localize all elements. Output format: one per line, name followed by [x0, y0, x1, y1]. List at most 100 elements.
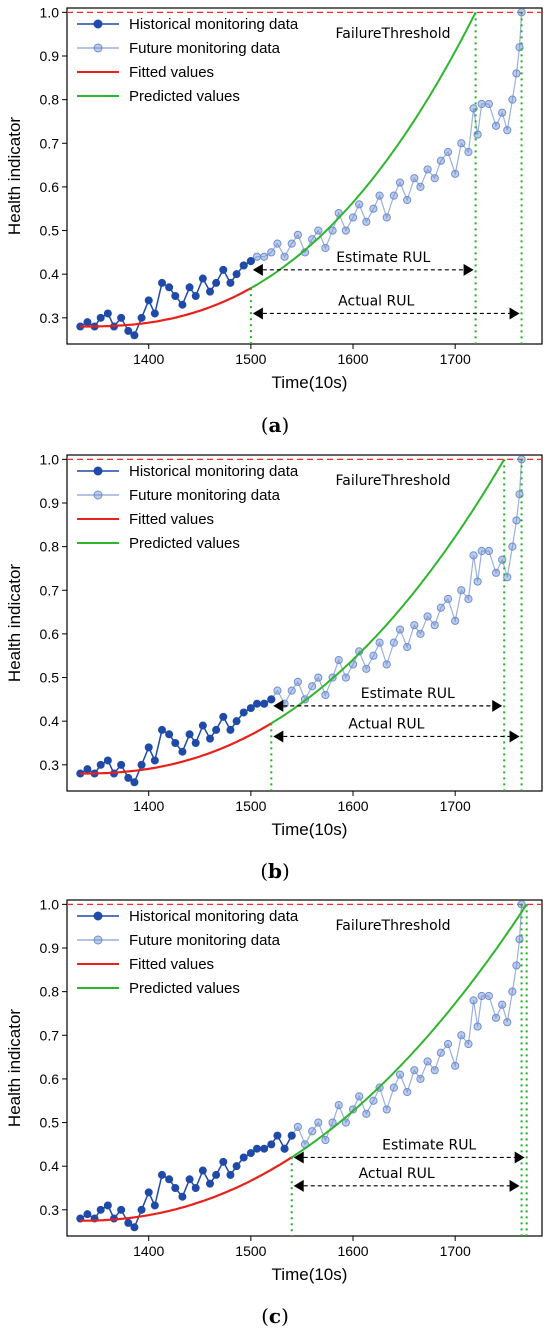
historical-data-point [130, 1223, 139, 1232]
historical-data-point [219, 1157, 228, 1166]
future-data-point [410, 621, 419, 630]
y-tick-label: 1.0 [40, 896, 60, 912]
historical-data-point [150, 309, 159, 318]
future-data-point [382, 660, 391, 669]
future-data-point [477, 99, 486, 109]
future-data-point [464, 594, 473, 604]
future-data-point [457, 1031, 466, 1040]
y-tick-label: 0.7 [40, 135, 60, 151]
future-data-point [403, 642, 412, 652]
future-data-point [477, 546, 486, 556]
historical-data-point [158, 278, 166, 287]
historical-data-point [280, 1144, 289, 1153]
future-data-point [348, 1105, 358, 1114]
historical-data-point [206, 287, 215, 296]
legend-marker-2 [93, 490, 103, 500]
historical-data-point [124, 1218, 133, 1227]
legend-label-4: Predicted values [129, 980, 240, 997]
historical-data-point [226, 725, 235, 734]
historical-data-point [232, 717, 241, 726]
historical-data-point [178, 1192, 187, 1201]
future-data-point [477, 991, 486, 1001]
future-data-point [362, 217, 371, 226]
historical-data-point [165, 730, 174, 739]
y-tick-label: 0.6 [40, 1071, 60, 1087]
historical-data-point [178, 747, 187, 756]
future-data-point [355, 1092, 364, 1101]
future-data-point [389, 638, 398, 647]
legend-label-1: Historical monitoring data [129, 463, 299, 480]
historical-data-point [150, 1201, 159, 1210]
caption-open-paren: ( [260, 859, 268, 883]
future-data-point [321, 243, 330, 253]
historical-data-point [267, 1140, 276, 1149]
historical-data-point [191, 292, 200, 300]
historical-data-point [144, 743, 153, 752]
future-data-point [473, 130, 482, 139]
future-data-point [369, 651, 378, 660]
estimate-rul-label: Estimate RUL [336, 250, 430, 266]
x-tick-label: 1700 [440, 351, 471, 367]
y-tick-label: 0.9 [40, 940, 60, 956]
future-data-point [328, 1118, 337, 1127]
chart-panel-3: 0.3 0.4 0.5 0.6 0.7 0.8 0.9 1.0 1400 1500 1600 1700… [5, 896, 543, 1328]
historical-data-point [165, 1175, 174, 1184]
future-data-point [469, 551, 478, 560]
historical-data-point [253, 699, 261, 708]
historical-data-point [103, 756, 112, 765]
historical-data-point [246, 257, 255, 266]
historical-data-point [191, 1184, 200, 1192]
future-data-point [451, 169, 460, 178]
legend-label-2: Future monitoring data [129, 487, 281, 504]
legend-marker-2 [93, 935, 103, 945]
future-data-point [389, 1083, 398, 1092]
future-data-point [423, 612, 432, 621]
actual-rul-arrowhead-right [509, 730, 520, 743]
future-data-point [451, 1061, 460, 1070]
historical-data-point [232, 1162, 241, 1171]
actual-rul-arrowhead-right [509, 307, 520, 320]
historical-data-point [246, 1149, 255, 1158]
legend-marker-2 [93, 43, 103, 53]
future-data-point [457, 139, 466, 148]
legend: Historical monitoring data Future monitor… [77, 463, 299, 552]
historical-data-point [96, 313, 105, 322]
historical-data-point [185, 1175, 194, 1184]
x-tick-label: 1400 [133, 351, 164, 367]
y-tick-label: 0.3 [40, 310, 60, 326]
historical-data-point [165, 283, 174, 292]
estimate-rul-arrowhead-left [273, 699, 284, 712]
y-tick-label: 0.5 [40, 223, 60, 239]
historical-data-point [117, 313, 126, 322]
future-data-point [508, 987, 517, 996]
historical-data-point [273, 1131, 282, 1140]
future-data-point [484, 546, 493, 556]
future-data-point [395, 1070, 405, 1079]
future-data-point [267, 248, 276, 257]
y-tick-label: 0.7 [40, 1027, 60, 1043]
historical-data-point [219, 712, 228, 721]
historical-data-point [137, 760, 146, 769]
historical-data-point [144, 296, 153, 305]
future-data-point [469, 996, 478, 1005]
x-tick-label: 1700 [440, 1243, 471, 1259]
historical-data-point [83, 1210, 92, 1219]
future-data-point [498, 108, 507, 117]
future-data-point [341, 1118, 350, 1127]
legend-marker-1 [93, 466, 103, 476]
failure-threshold-label: FailureThreshold [335, 918, 450, 934]
future-data-point [369, 204, 378, 213]
historical-data-point [124, 326, 133, 335]
y-tick-label: 0.4 [40, 713, 60, 729]
future-data-point [321, 1135, 330, 1145]
legend-marker-1 [93, 911, 103, 921]
future-series-line [243, 12, 523, 267]
x-tick-label: 1600 [337, 351, 368, 367]
historical-data-point [246, 704, 255, 713]
legend: Historical monitoring data Future monitor… [77, 908, 299, 997]
actual-rul-label: Actual RUL [348, 716, 424, 732]
future-data-point [403, 195, 412, 205]
estimate-rul-arrowhead-right [492, 699, 503, 712]
fitted-curve [80, 722, 272, 775]
future-data-point [382, 213, 391, 222]
